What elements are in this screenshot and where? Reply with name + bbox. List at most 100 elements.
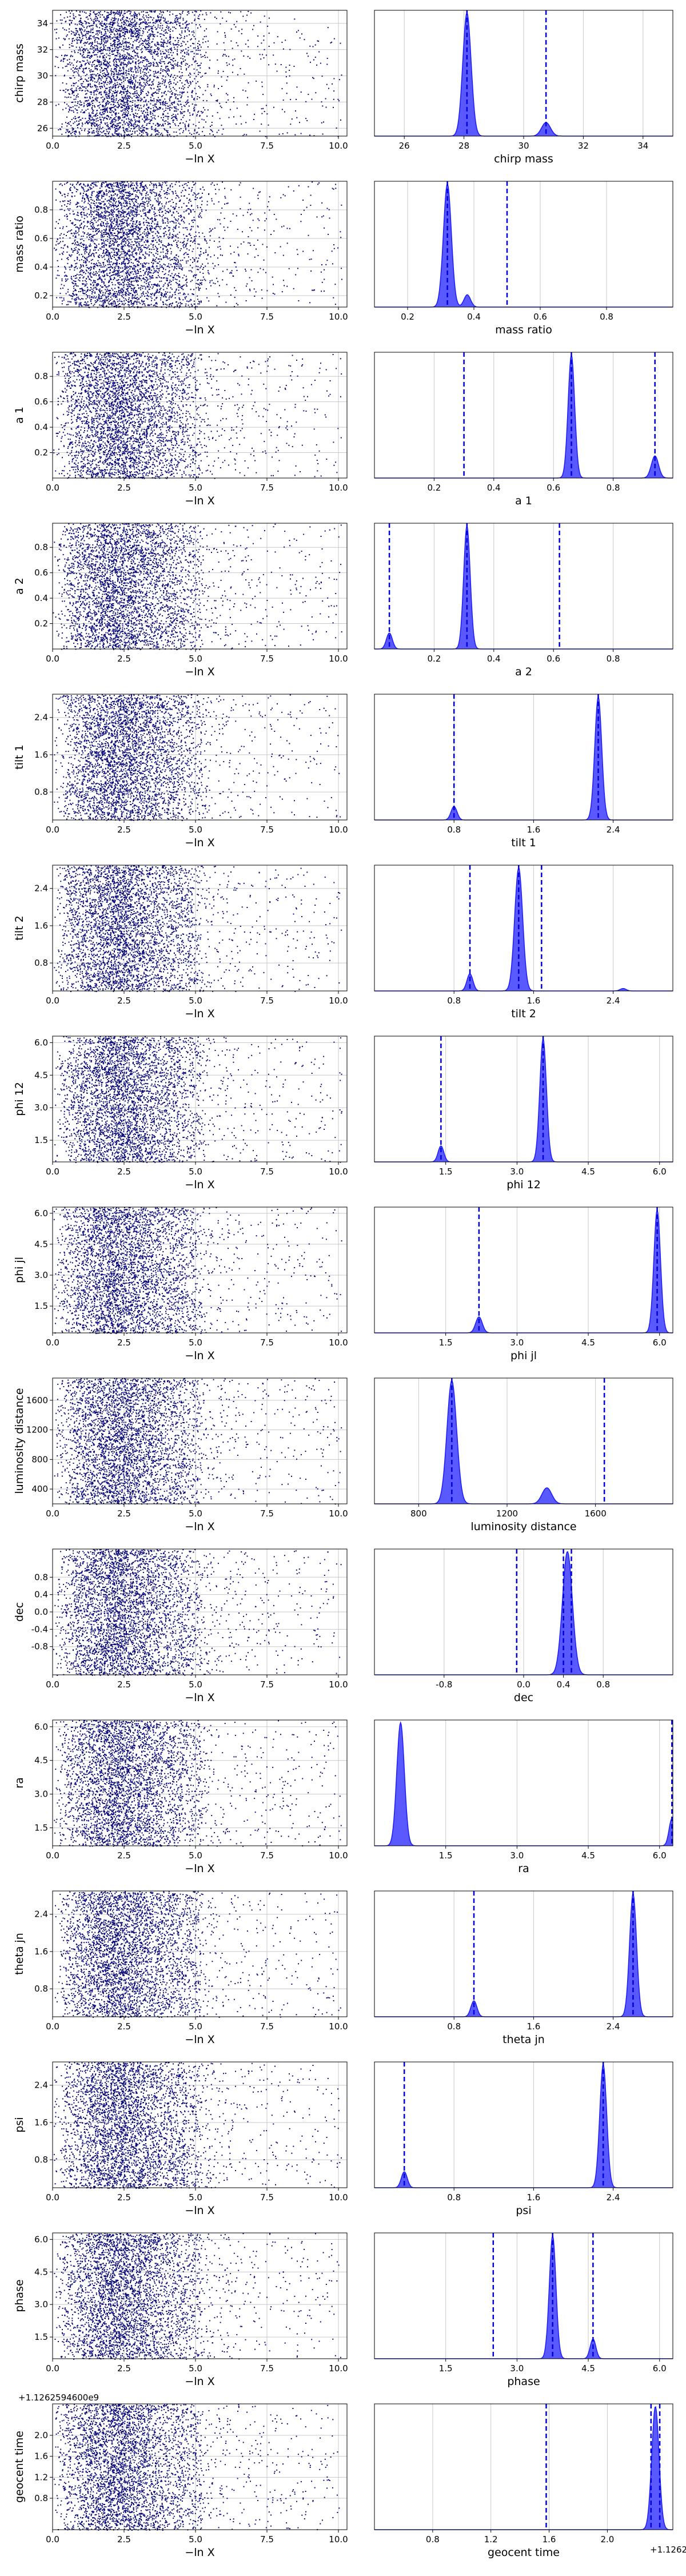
- sample-point: [173, 37, 174, 38]
- sample-point: [87, 90, 88, 91]
- sample-point: [126, 45, 127, 46]
- sample-point: [70, 97, 71, 98]
- sample-point: [154, 74, 155, 75]
- sample-point: [241, 33, 242, 34]
- sample-point: [217, 132, 218, 133]
- sample-point: [194, 53, 195, 54]
- sample-point: [78, 14, 79, 15]
- sample-point: [146, 49, 147, 50]
- sample-point: [264, 49, 265, 50]
- sample-point: [143, 105, 145, 106]
- sample-point: [118, 128, 119, 129]
- sample-point: [152, 41, 153, 42]
- sample-point: [171, 47, 172, 49]
- sample-point: [113, 98, 114, 99]
- sample-point: [188, 54, 189, 55]
- sample-point: [175, 117, 176, 118]
- sample-point: [340, 120, 341, 121]
- sample-point: [96, 66, 97, 67]
- sample-point: [147, 67, 148, 68]
- sample-point: [135, 69, 136, 70]
- sample-point: [160, 59, 161, 61]
- sample-point: [153, 110, 154, 112]
- sample-point: [188, 53, 189, 54]
- sample-point: [154, 45, 155, 46]
- sample-point: [92, 97, 93, 98]
- sample-point: [101, 43, 102, 44]
- sample-point: [281, 42, 282, 43]
- sample-point: [179, 87, 180, 89]
- sample-point: [187, 91, 188, 93]
- sample-point: [146, 95, 147, 96]
- sample-point: [114, 74, 115, 75]
- sample-point: [216, 18, 217, 19]
- sample-point: [197, 98, 198, 99]
- sample-point: [205, 73, 206, 74]
- sample-point: [153, 123, 154, 124]
- sample-point: [198, 65, 200, 66]
- sample-point: [185, 49, 186, 50]
- sample-point: [132, 62, 133, 63]
- sample-point: [264, 111, 265, 112]
- sample-point: [86, 22, 87, 23]
- sample-point: [122, 42, 123, 43]
- sample-point: [262, 54, 263, 55]
- sample-point: [127, 87, 128, 88]
- sample-point: [89, 129, 90, 130]
- sample-point: [103, 81, 104, 82]
- sample-point: [117, 22, 118, 23]
- sample-point: [97, 86, 98, 87]
- sample-point: [125, 129, 126, 130]
- sample-point: [56, 32, 57, 33]
- sample-point: [189, 106, 190, 107]
- sample-point: [117, 129, 118, 130]
- sample-point: [115, 116, 117, 117]
- sample-point: [322, 134, 324, 135]
- sample-point: [110, 123, 111, 124]
- sample-point: [80, 79, 81, 80]
- sample-point: [197, 114, 198, 115]
- sample-point: [143, 111, 144, 112]
- sample-point: [94, 90, 95, 91]
- sample-point: [148, 101, 149, 102]
- sample-point: [294, 134, 296, 136]
- sample-point: [200, 72, 201, 73]
- sample-point: [139, 14, 140, 15]
- sample-point: [74, 122, 75, 123]
- sample-point: [140, 94, 141, 95]
- sample-point: [190, 45, 192, 46]
- sample-point: [147, 68, 148, 69]
- sample-point: [298, 30, 299, 31]
- sample-point: [73, 70, 74, 71]
- sample-point: [71, 102, 73, 103]
- sample-point: [192, 95, 193, 96]
- sample-point: [187, 14, 188, 15]
- sample-point: [160, 23, 161, 24]
- sample-point: [189, 113, 190, 114]
- sample-point: [122, 87, 123, 88]
- sample-point: [94, 45, 95, 46]
- sample-point: [125, 13, 126, 14]
- sample-point: [194, 98, 195, 99]
- sample-point: [65, 108, 66, 109]
- sample-point: [286, 76, 287, 77]
- sample-point: [180, 14, 181, 15]
- sample-point: [137, 75, 138, 77]
- sample-point: [244, 74, 245, 75]
- sample-point: [151, 17, 152, 18]
- sample-point: [178, 18, 180, 19]
- sample-point: [127, 52, 128, 53]
- sample-point: [76, 34, 77, 35]
- sample-point: [123, 48, 124, 49]
- sample-point: [89, 15, 90, 17]
- sample-point: [315, 92, 316, 93]
- sample-point: [225, 54, 226, 55]
- sample-point: [67, 129, 69, 130]
- sample-point: [87, 53, 89, 54]
- sample-point: [190, 74, 191, 75]
- sample-point: [186, 21, 188, 22]
- sample-point: [75, 134, 76, 135]
- sample-point: [142, 60, 143, 61]
- sample-point: [61, 134, 62, 135]
- sample-point: [113, 64, 114, 65]
